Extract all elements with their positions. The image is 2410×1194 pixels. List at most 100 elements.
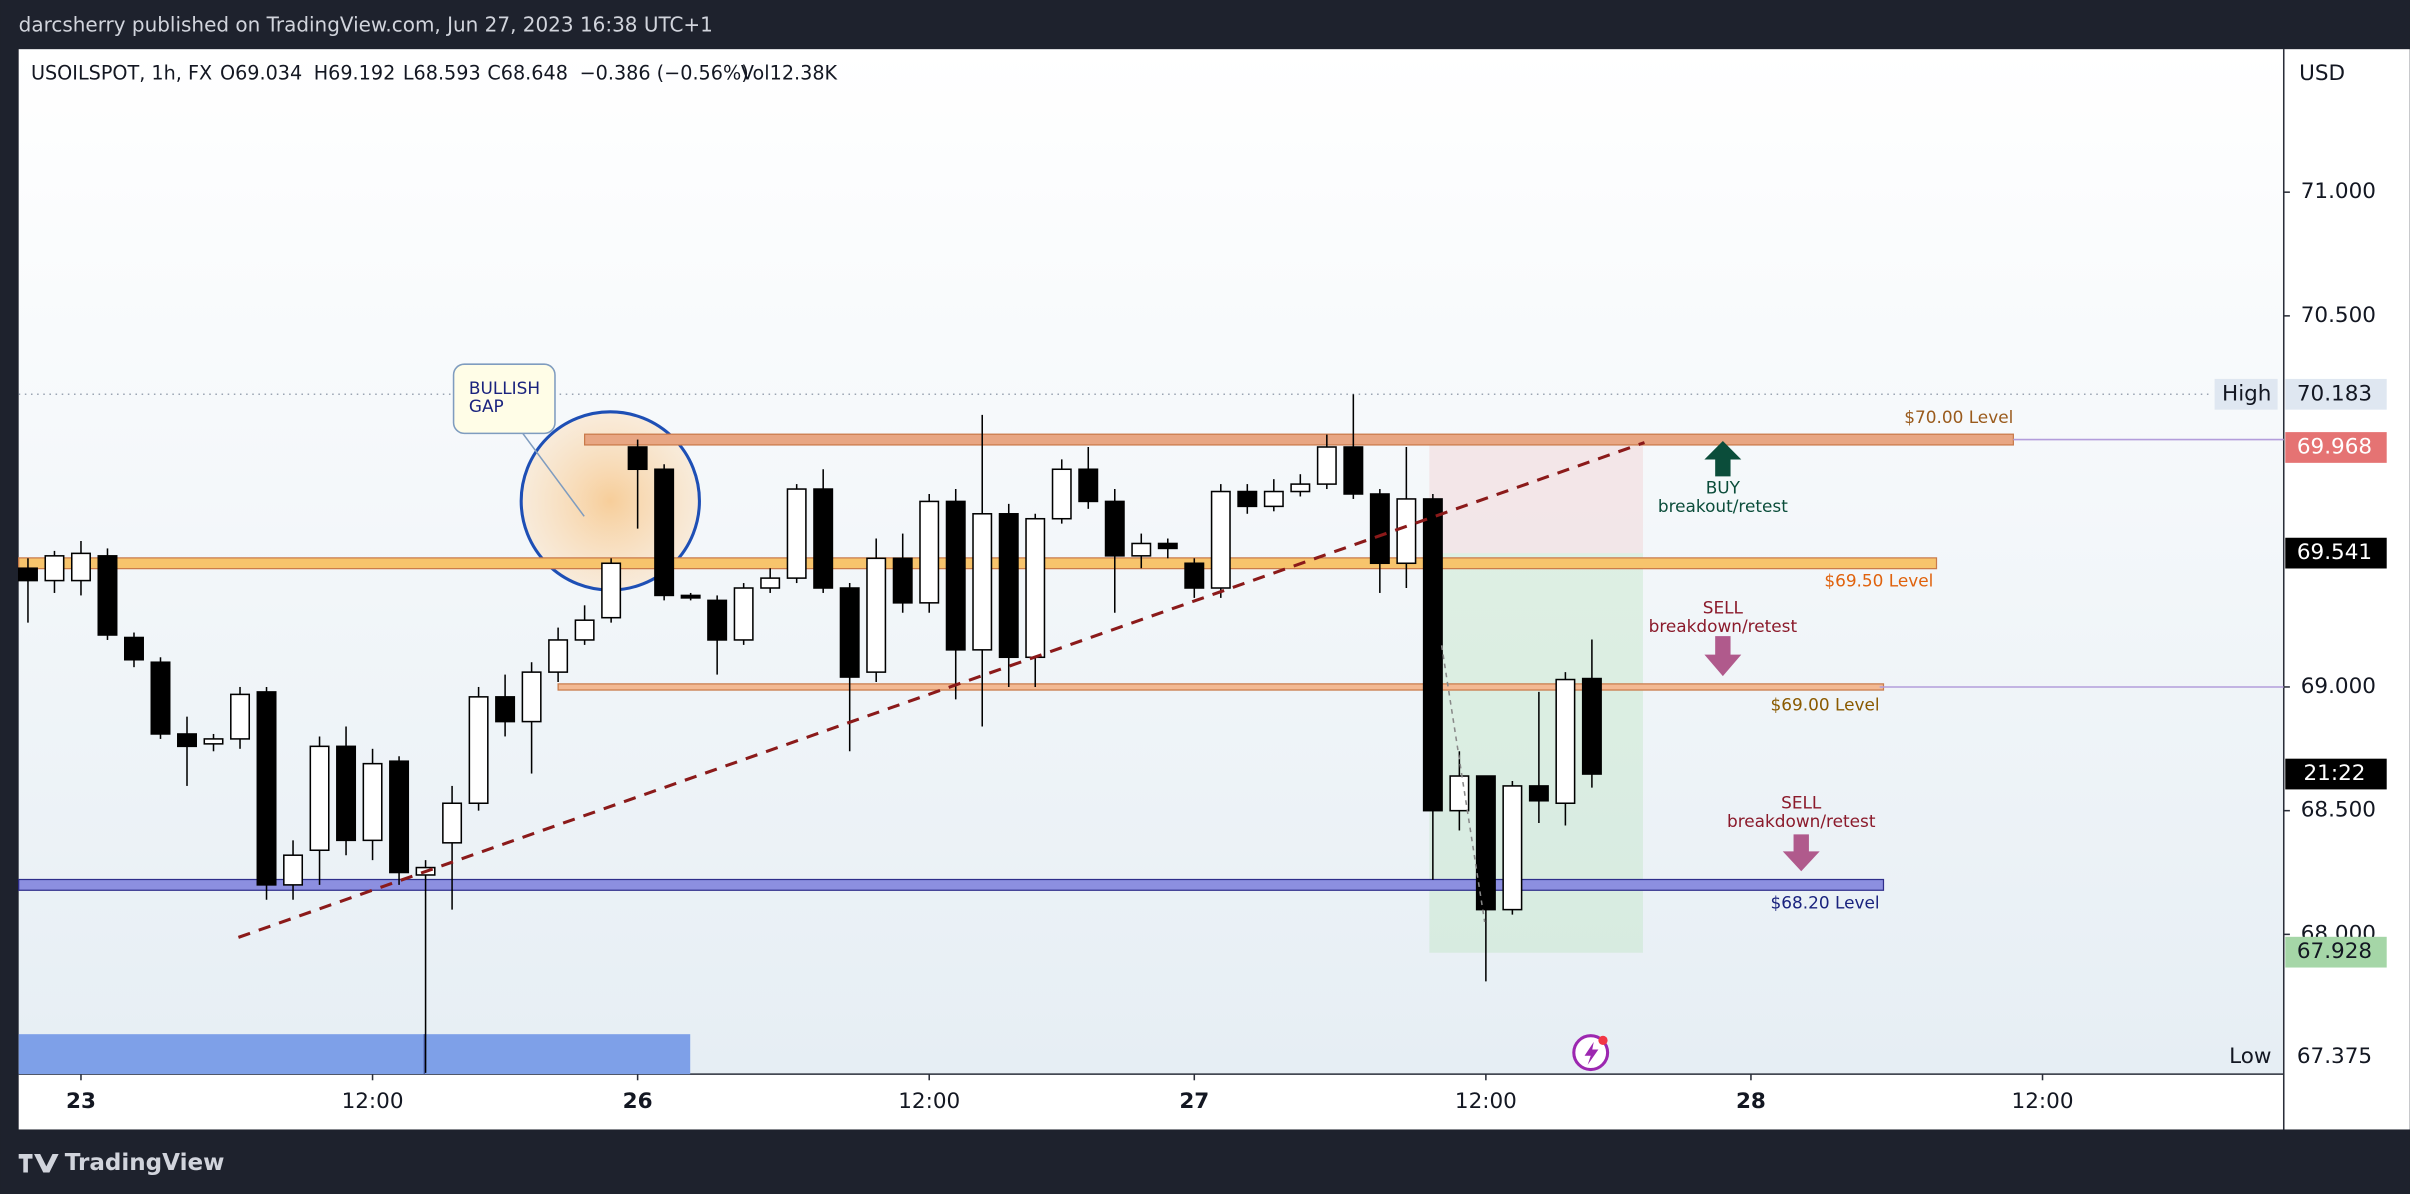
candle-body xyxy=(1343,446,1364,495)
candle-body xyxy=(707,599,728,641)
candle-body xyxy=(760,577,781,589)
legend-value: −0.386 (−0.56%) xyxy=(580,61,749,84)
candle-body xyxy=(998,513,1019,659)
price-label: 70.183 xyxy=(2297,381,2372,406)
price-label-box xyxy=(2285,432,2387,463)
volume-profile xyxy=(18,1034,691,1075)
candle-body xyxy=(1290,483,1311,493)
annotation-text: breakdown/retest xyxy=(1727,811,1876,831)
legend-value: Vol12.38K xyxy=(741,61,838,84)
candle-body xyxy=(177,733,197,748)
x-tick-label: 12:00 xyxy=(898,1089,960,1114)
logo xyxy=(18,1154,59,1173)
y-tick-label: 70.500 xyxy=(2301,303,2376,328)
candle-body xyxy=(1051,468,1072,520)
candle-body xyxy=(1502,785,1523,911)
candle-body xyxy=(70,552,91,582)
y-tick-label: 69.000 xyxy=(2301,674,2376,699)
event-dot xyxy=(1598,1035,1608,1045)
event-icon-bolt xyxy=(1584,1041,1599,1065)
x-tick-label: 12:00 xyxy=(2012,1089,2074,1114)
legend-value: L68.593 xyxy=(403,61,481,84)
callout-pointer xyxy=(522,432,585,517)
candle-body xyxy=(601,562,622,619)
candle-body xyxy=(362,762,383,842)
level-label: $69.50 Level xyxy=(1824,571,1933,591)
price-label: 69.541 xyxy=(2297,540,2372,565)
candle-body xyxy=(733,587,754,641)
candle-body xyxy=(892,557,913,604)
candle-body xyxy=(97,555,118,636)
x-tick-label: 26 xyxy=(623,1089,653,1114)
candle-body xyxy=(1184,562,1205,589)
countdown: 21:22 xyxy=(2303,761,2365,786)
candle-body xyxy=(283,854,304,886)
candle-body xyxy=(336,745,357,842)
candle-body xyxy=(521,671,542,723)
level-band xyxy=(18,878,1885,891)
candle-body xyxy=(839,587,860,678)
price-label: 67.928 xyxy=(2297,939,2372,964)
level-band xyxy=(557,683,1885,691)
candle-body xyxy=(627,446,648,471)
candle-body xyxy=(1449,775,1470,812)
callout-text: GAP xyxy=(469,396,504,416)
candle-body xyxy=(1369,493,1390,565)
level-label: $70.00 Level xyxy=(1904,407,2013,427)
publisher: darcsherry published on TradingView.com,… xyxy=(19,13,713,37)
candle-body xyxy=(17,567,38,582)
price-label: 67.375 xyxy=(2297,1044,2372,1069)
candle-body xyxy=(1475,775,1496,911)
candle-body xyxy=(1157,542,1178,550)
annotation-text: breakdown/retest xyxy=(1649,616,1798,636)
candle-body xyxy=(548,639,569,673)
candle-body xyxy=(495,696,516,723)
risk-zone xyxy=(1429,445,1643,554)
data-layer: $70.00 Level $69.50 Level $69.00 Level $68.… xyxy=(17,393,2284,1073)
price-label-box xyxy=(2285,378,2387,410)
candle-body xyxy=(230,693,251,740)
trend-line xyxy=(237,441,1646,939)
candle-body xyxy=(1422,498,1443,812)
candle-body xyxy=(654,468,675,597)
candle-body xyxy=(124,636,144,661)
x-tick-label: 27 xyxy=(1179,1089,1209,1114)
candle-body xyxy=(574,619,595,641)
candle-body xyxy=(1316,446,1337,485)
candle-body xyxy=(1131,542,1152,557)
candle-body xyxy=(1263,490,1284,508)
candle-body xyxy=(1210,490,1231,589)
y-tick-label: 68.500 xyxy=(2301,798,2376,823)
symbol: USOILSPOT, 1h, FX xyxy=(31,61,212,84)
legend-value: O69.034 xyxy=(220,61,302,84)
candle-body xyxy=(919,500,940,604)
candle-body xyxy=(1528,785,1549,802)
candle-body xyxy=(44,555,65,582)
legend-value: H69.192 xyxy=(314,61,396,84)
target-zone xyxy=(1429,553,1643,953)
candle-body xyxy=(203,738,224,745)
currency: USD xyxy=(2299,61,2345,86)
candle-body xyxy=(680,594,701,599)
candle-body xyxy=(786,488,807,579)
callout-box xyxy=(452,363,556,435)
level-label: $68.20 Level xyxy=(1771,892,1880,912)
price-label-tag: Low xyxy=(2229,1044,2271,1069)
annotation-text: SELL xyxy=(1781,793,1822,813)
x-tick-label: 28 xyxy=(1736,1089,1766,1114)
candle-body xyxy=(442,802,463,844)
time-axis xyxy=(18,1074,2284,1130)
candle-body xyxy=(945,500,966,651)
candle-body xyxy=(1025,517,1046,659)
annotation-text: BUY xyxy=(1706,478,1741,498)
price-label: 69.968 xyxy=(2297,434,2372,459)
candle-body xyxy=(1555,678,1576,805)
price-label-box xyxy=(2285,537,2387,569)
price-label-box xyxy=(2285,936,2387,968)
candle-body xyxy=(1581,677,1602,775)
price-label-tag: High xyxy=(2222,381,2271,406)
annotation-text: breakout/retest xyxy=(1658,496,1788,516)
candle-body xyxy=(150,661,171,735)
